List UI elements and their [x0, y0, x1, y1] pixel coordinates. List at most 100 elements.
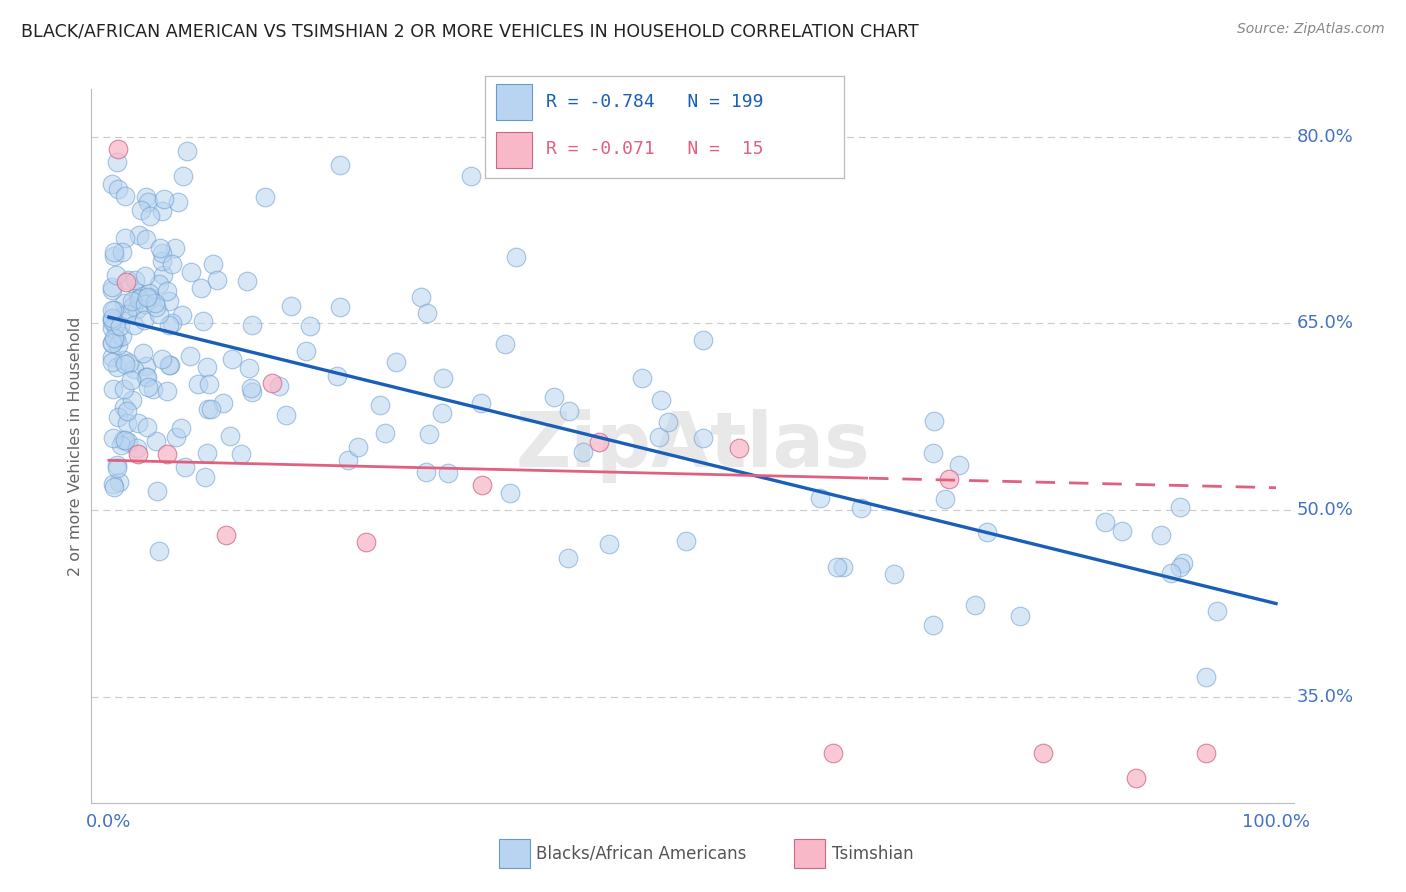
Point [142, 382, 165, 396]
Point [103, 480, 125, 494]
Point [240, 318, 263, 332]
Point [418, 426, 440, 441]
Point [101, 312, 124, 326]
Point [104, 331, 127, 345]
Point [976, 524, 998, 539]
Point [145, 434, 167, 449]
Point [150, 352, 173, 367]
Point [150, 245, 173, 260]
Point [1206, 604, 1229, 618]
Point [135, 370, 157, 384]
Point [127, 416, 149, 430]
Point [139, 293, 162, 307]
Point [1171, 556, 1194, 570]
Point [187, 376, 209, 391]
Point [107, 338, 129, 352]
Point [105, 461, 128, 475]
Point [470, 396, 492, 410]
Point [101, 314, 124, 328]
Point [138, 210, 160, 224]
Point [150, 253, 173, 268]
Point [135, 190, 157, 204]
Point [114, 357, 136, 371]
Point [112, 352, 135, 367]
Point [200, 401, 222, 416]
Text: Tsimshian: Tsimshian [832, 845, 914, 863]
Point [107, 475, 129, 489]
Point [114, 189, 136, 203]
Point [101, 355, 124, 369]
Point [121, 293, 143, 308]
Point [115, 416, 138, 430]
Point [155, 284, 177, 298]
Point [295, 343, 318, 358]
Point [101, 320, 124, 334]
Point [202, 257, 225, 271]
Point [105, 268, 128, 282]
Point [131, 346, 153, 360]
Point [650, 392, 672, 407]
Point [101, 283, 124, 297]
Point [471, 478, 494, 492]
Point [195, 359, 218, 374]
Point [114, 231, 136, 245]
Point [212, 395, 235, 409]
Point [111, 329, 134, 343]
Point [101, 302, 124, 317]
Point [115, 404, 138, 418]
Point [127, 447, 149, 461]
Point [149, 241, 172, 255]
Text: ZipAtlas: ZipAtlas [515, 409, 870, 483]
Point [157, 318, 180, 332]
Point [101, 336, 124, 351]
Point [159, 358, 181, 372]
Point [825, 560, 848, 574]
Point [179, 349, 201, 363]
Point [101, 477, 124, 491]
Point [329, 300, 352, 314]
Text: R = -0.784   N = 199: R = -0.784 N = 199 [546, 93, 763, 111]
Point [128, 293, 150, 307]
Text: 35.0%: 35.0% [1296, 688, 1354, 706]
Point [135, 420, 157, 434]
Point [104, 332, 127, 346]
Point [630, 371, 652, 385]
Point [136, 370, 159, 384]
Point [103, 303, 125, 318]
Point [108, 319, 131, 334]
Point [675, 534, 697, 549]
Point [115, 275, 138, 289]
Point [122, 362, 145, 376]
Point [1094, 515, 1116, 529]
Point [191, 313, 214, 327]
Point [138, 290, 160, 304]
Point [1168, 500, 1191, 515]
Point [437, 466, 460, 480]
Point [692, 431, 714, 445]
Text: Source: ZipAtlas.com: Source: ZipAtlas.com [1237, 22, 1385, 37]
Point [415, 306, 437, 320]
Point [385, 355, 408, 369]
Point [176, 144, 198, 158]
Point [115, 307, 138, 321]
Point [121, 299, 143, 313]
Point [411, 290, 433, 304]
Point [180, 265, 202, 279]
Point [101, 350, 124, 364]
Point [557, 403, 579, 417]
Point [160, 316, 183, 330]
Point [107, 409, 129, 424]
Point [370, 397, 392, 411]
Point [111, 433, 134, 447]
Text: R = -0.071   N =  15: R = -0.071 N = 15 [546, 140, 763, 158]
Point [329, 158, 352, 172]
Point [165, 430, 187, 444]
Point [810, 491, 832, 506]
Point [152, 192, 174, 206]
Point [101, 310, 124, 325]
Point [157, 294, 180, 309]
Point [572, 445, 595, 459]
Point [948, 458, 970, 472]
Point [214, 528, 236, 542]
Point [1195, 746, 1218, 760]
